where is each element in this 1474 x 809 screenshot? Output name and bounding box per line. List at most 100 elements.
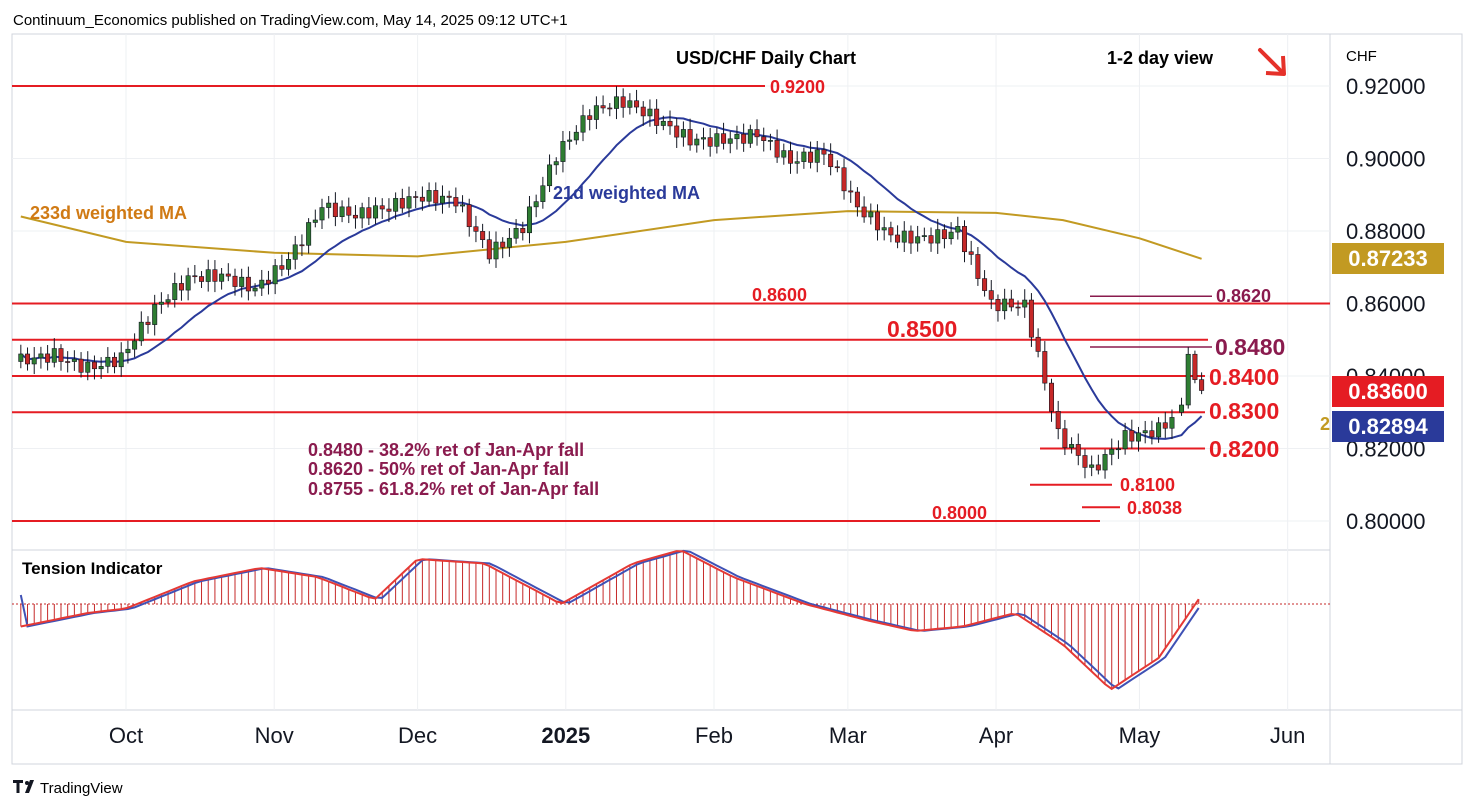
candle-body xyxy=(78,358,84,373)
candle xyxy=(406,186,412,218)
candle-body xyxy=(433,190,439,204)
candle-body xyxy=(854,191,860,208)
candle-body xyxy=(45,353,51,363)
candle xyxy=(1002,288,1008,320)
candle xyxy=(928,227,934,252)
price-axis-ticks: 0.920000.900000.880000.860000.840000.820… xyxy=(1346,74,1426,534)
candle-body xyxy=(834,166,840,169)
candle xyxy=(259,269,265,296)
candle xyxy=(158,292,164,314)
candle xyxy=(627,93,633,115)
candle xyxy=(85,351,91,381)
candle xyxy=(486,231,492,264)
candle xyxy=(767,133,773,151)
candle xyxy=(319,198,325,230)
candle xyxy=(808,141,814,169)
badge-ma21-value: 0.82894 xyxy=(1348,414,1428,439)
candle xyxy=(921,227,927,242)
candle xyxy=(801,147,807,169)
level-label-8100: 0.8100 xyxy=(1120,475,1175,495)
candle xyxy=(332,192,338,227)
candle xyxy=(895,225,901,249)
candle-body xyxy=(178,283,184,291)
candle xyxy=(306,218,312,254)
candle xyxy=(45,345,51,371)
candle-body xyxy=(1162,422,1168,429)
ma233-label: 233d weighted MA xyxy=(30,203,187,223)
badge-last-price-value: 0.83600 xyxy=(1348,379,1428,404)
candle xyxy=(908,225,914,254)
candle xyxy=(393,192,399,220)
candle-body xyxy=(245,276,251,292)
candle xyxy=(172,272,178,308)
candle xyxy=(359,202,365,229)
candle-body xyxy=(373,205,379,219)
candle-body xyxy=(439,195,445,204)
candle-body xyxy=(901,230,907,243)
tension-line xyxy=(20,550,1200,691)
candle xyxy=(506,228,512,257)
candle xyxy=(814,141,820,173)
time-tick-Jun: Jun xyxy=(1270,723,1305,748)
candle-body xyxy=(767,140,773,142)
candle-body xyxy=(654,108,660,126)
candle xyxy=(714,127,720,154)
candle-body xyxy=(1082,455,1088,468)
chart-title: USD/CHF Daily Chart xyxy=(676,48,856,68)
candle-body xyxy=(640,106,646,117)
candle-body xyxy=(138,321,144,342)
candle-body xyxy=(921,235,927,237)
candle-body xyxy=(714,133,720,147)
candle xyxy=(373,197,379,225)
candle-body xyxy=(212,269,218,282)
candle-body xyxy=(667,120,673,127)
candle-body xyxy=(125,348,131,354)
tradingview-logo-icon xyxy=(13,780,34,793)
candle-body xyxy=(707,137,713,147)
level-label-8200: 0.8200 xyxy=(1209,436,1279,462)
candle-body xyxy=(935,229,941,244)
candle xyxy=(71,350,77,371)
candle-body xyxy=(493,241,499,260)
candle-body xyxy=(754,129,760,138)
candle-body xyxy=(185,275,191,291)
candle-body xyxy=(553,161,559,166)
currency-label: CHF xyxy=(1346,48,1377,65)
level-label-8620: 0.8620 xyxy=(1216,286,1271,306)
candle xyxy=(500,237,506,259)
candle-body xyxy=(1002,298,1008,312)
candle-body xyxy=(1102,454,1108,471)
candle-body xyxy=(600,105,606,109)
candle-body xyxy=(500,241,506,248)
candle xyxy=(1055,400,1061,440)
candle xyxy=(654,99,660,134)
ma21-line xyxy=(20,116,1203,440)
candle-body xyxy=(915,236,921,244)
candle-body xyxy=(306,222,312,246)
candle-body xyxy=(513,228,519,239)
time-tick-Oct: Oct xyxy=(109,723,143,748)
candle xyxy=(868,203,874,225)
trend-arrow-icon xyxy=(1258,48,1286,76)
candle-body xyxy=(272,265,278,285)
candle xyxy=(286,252,292,276)
candle xyxy=(265,270,271,295)
candle-body xyxy=(1095,464,1101,471)
candle xyxy=(1035,328,1041,358)
candle-body xyxy=(941,229,947,240)
candle xyxy=(982,270,988,297)
candle xyxy=(707,128,713,157)
candle xyxy=(78,352,84,378)
candle xyxy=(192,264,198,284)
candle-body xyxy=(741,133,747,144)
candle xyxy=(312,209,318,228)
candle xyxy=(573,125,579,145)
candle xyxy=(721,122,727,150)
candle-body xyxy=(520,228,526,234)
candle xyxy=(667,110,673,135)
badge-ma21: 0.82894 xyxy=(1332,411,1444,442)
price-tick-0.88000: 0.88000 xyxy=(1346,219,1426,244)
candle-body xyxy=(988,290,994,300)
candle-body xyxy=(406,196,412,209)
candle xyxy=(1069,437,1075,454)
